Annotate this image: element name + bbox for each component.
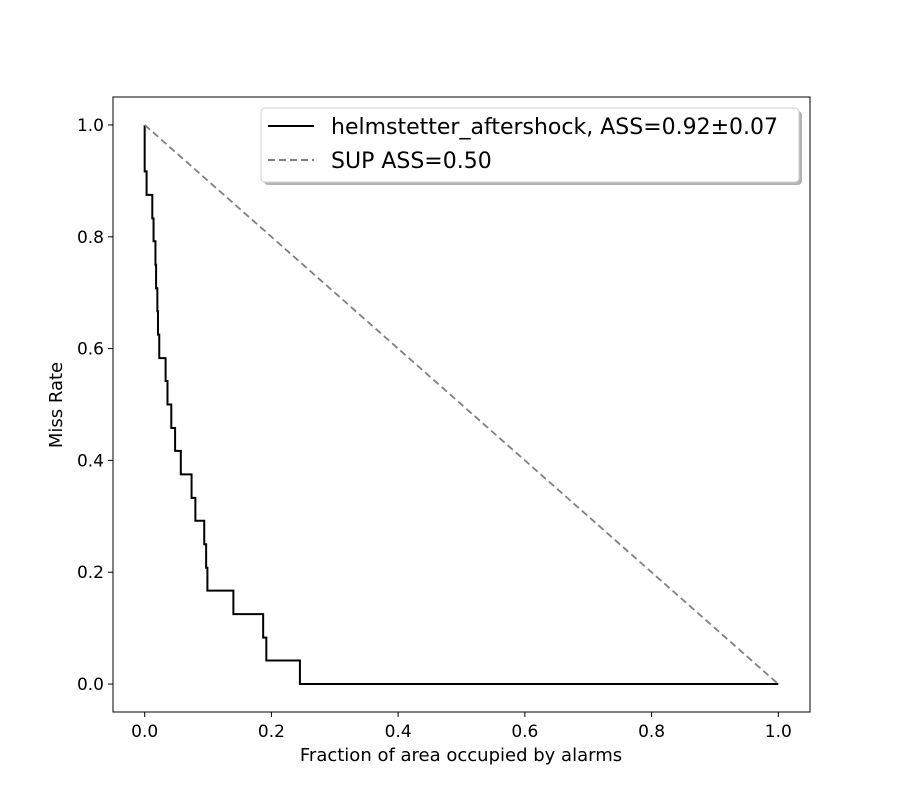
- legend-label-helmstetter: helmstetter_aftershock, ASS=0.92±0.07: [331, 115, 778, 140]
- series-layer: [143, 124, 779, 686]
- ticks-layer: 0.0 0.2 0.4 0.6 0.8 1.0 0.0 0.2 0.4 0.6 0.8 1.0: [77, 116, 792, 742]
- legend: helmstetter_aftershock, ASS=0.92±0.07 SU…: [260, 107, 802, 185]
- x-axis-label: Fraction of area occupied by alarms: [300, 745, 622, 766]
- x-tick-label: 0.2: [258, 722, 285, 742]
- x-tick-label: 0.6: [511, 722, 538, 742]
- legend-box: [260, 107, 800, 183]
- x-tick-label: 0.8: [638, 722, 665, 742]
- x-tick-label: 0.0: [131, 722, 158, 742]
- plot-frame: [112, 96, 811, 713]
- y-tick-label: 0.0: [77, 675, 104, 695]
- x-tick-label: 1.0: [765, 722, 792, 742]
- y-tick-label: 0.6: [77, 340, 104, 360]
- series-line-helmstetter: [143, 124, 779, 686]
- series-line-sup: [144, 124, 779, 685]
- y-tick-label: 1.0: [77, 116, 104, 136]
- legend-label-sup: SUP ASS=0.50: [331, 149, 492, 174]
- y-tick-label: 0.8: [77, 228, 104, 248]
- y-tick-label: 0.4: [77, 451, 104, 471]
- y-axis-label: Miss Rate: [46, 362, 67, 448]
- y-tick-label: 0.2: [77, 563, 104, 583]
- x-tick-label: 0.4: [385, 722, 412, 742]
